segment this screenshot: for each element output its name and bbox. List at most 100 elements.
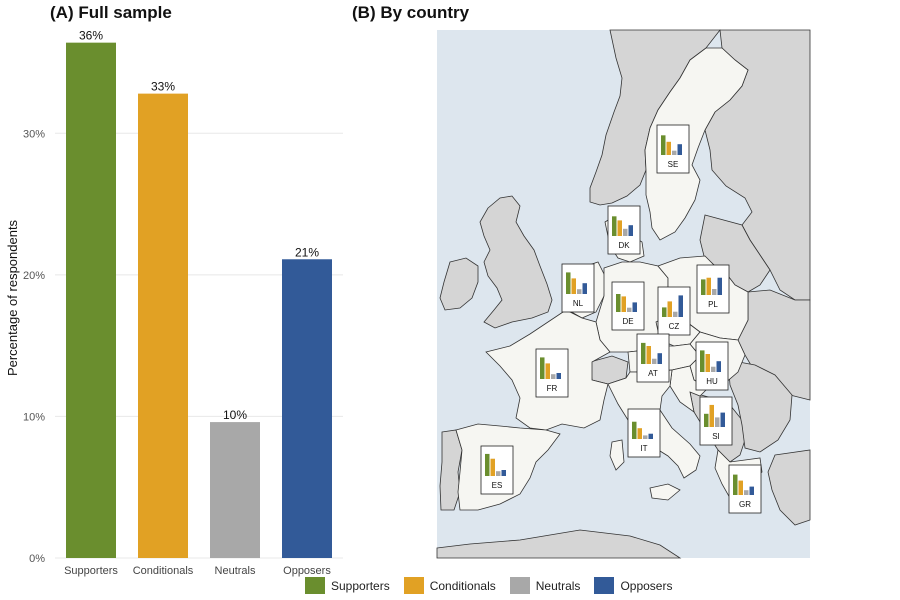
mini-chart-de: DE bbox=[611, 281, 645, 331]
legend-item-opposers: Opposers bbox=[594, 577, 672, 594]
mini-chart-label-cz: CZ bbox=[669, 322, 680, 331]
mini-bar-se-conditionals bbox=[666, 141, 671, 155]
x-tick-label-neutrals: Neutrals bbox=[215, 565, 256, 577]
land-ireland bbox=[439, 257, 479, 311]
bar-neutrals bbox=[210, 422, 260, 558]
mini-bar-cz-conditionals bbox=[667, 301, 672, 317]
mini-bar-dk-supporters bbox=[612, 216, 617, 236]
mini-chart-nl: NL bbox=[561, 263, 595, 313]
mini-chart-frame-it bbox=[627, 408, 661, 458]
mini-chart-label-fr: FR bbox=[547, 384, 558, 393]
mini-bar-dk-opposers bbox=[628, 225, 633, 236]
bar-label-opposers: 21% bbox=[295, 245, 319, 259]
mini-bar-es-supporters bbox=[485, 453, 490, 476]
mini-bar-dk-neutrals bbox=[623, 228, 628, 236]
bar-label-supporters: 36% bbox=[79, 29, 103, 43]
mini-bar-se-opposers bbox=[677, 144, 682, 155]
mini-bar-es-neutrals bbox=[496, 471, 501, 476]
mini-chart-at: AT bbox=[636, 333, 670, 383]
bar-chart-full-sample: 0% 10% 20% 30% 36% 33% 10% 21% Supporters Condi… bbox=[5, 29, 343, 577]
mini-bar-pl-neutrals bbox=[712, 289, 717, 295]
mini-bar-fr-conditionals bbox=[545, 363, 550, 379]
mini-bar-it-supporters bbox=[632, 421, 637, 439]
mini-bar-se-neutrals bbox=[672, 150, 677, 155]
panel-a-title: (A) Full sample bbox=[50, 3, 172, 22]
x-tick-label-supporters: Supporters bbox=[64, 565, 118, 577]
mini-bar-nl-conditionals bbox=[571, 278, 576, 294]
mini-bar-si-opposers bbox=[720, 412, 725, 427]
legend-swatch-neutrals bbox=[509, 577, 530, 594]
bar-supporters bbox=[66, 42, 116, 558]
legend-item-supporters: Supporters bbox=[305, 577, 390, 594]
mini-bar-pl-conditionals bbox=[706, 277, 711, 295]
mini-chart-label-at: AT bbox=[648, 369, 658, 378]
mini-chart-dk: DK bbox=[607, 205, 641, 255]
legend-label-conditionals: Conditionals bbox=[429, 578, 496, 593]
bar-conditionals bbox=[138, 93, 188, 558]
mini-bar-dk-conditionals bbox=[617, 220, 622, 236]
y-axis-ticks: 0% 10% 20% 30% bbox=[23, 128, 45, 565]
y-tick-label-10: 10% bbox=[23, 411, 45, 423]
mini-chart-label-nl: NL bbox=[573, 299, 584, 308]
mini-bar-nl-supporters bbox=[566, 272, 571, 294]
mini-chart-hu: HU bbox=[695, 341, 729, 391]
land-north-africa bbox=[436, 529, 682, 559]
legend-label-opposers: Opposers bbox=[620, 578, 673, 593]
mini-chart-cz: CZ bbox=[657, 286, 691, 336]
mini-bar-gr-opposers bbox=[749, 486, 754, 495]
mini-bar-es-conditionals bbox=[490, 458, 495, 476]
mini-bar-nl-opposers bbox=[582, 283, 587, 294]
land-turkey bbox=[767, 449, 811, 526]
mini-bar-cz-opposers bbox=[678, 295, 683, 317]
mini-chart-label-hu: HU bbox=[706, 377, 718, 386]
mini-bar-at-conditionals bbox=[646, 346, 651, 364]
mini-bar-de-conditionals bbox=[621, 296, 626, 312]
mini-bar-at-neutrals bbox=[652, 358, 657, 364]
mini-bar-se-supporters bbox=[661, 135, 666, 155]
mini-bar-fr-opposers bbox=[556, 373, 561, 379]
y-tick-label-30: 30% bbox=[23, 128, 45, 140]
y-axis-label: Percentage of respondents bbox=[5, 219, 20, 376]
mini-bar-it-neutrals bbox=[643, 435, 648, 439]
mini-bar-de-supporters bbox=[616, 294, 621, 312]
mini-chart-it: IT bbox=[627, 408, 661, 458]
legend-item-conditionals: Conditionals bbox=[403, 577, 496, 594]
mini-bar-es-opposers bbox=[501, 470, 506, 476]
bars bbox=[66, 42, 332, 558]
mini-bar-cz-supporters bbox=[662, 307, 667, 317]
mini-bar-si-conditionals bbox=[709, 404, 714, 427]
legend-item-neutrals: Neutrals bbox=[509, 577, 581, 594]
x-axis-ticks: Supporters Conditionals Neutrals Opposers bbox=[64, 565, 331, 577]
mini-bar-pl-opposers bbox=[717, 277, 722, 295]
mini-chart-label-gr: GR bbox=[739, 500, 751, 509]
legend-swatch-conditionals bbox=[403, 577, 424, 594]
mini-chart-es: ES bbox=[480, 445, 514, 495]
mini-chart-pl: PL bbox=[696, 264, 730, 314]
mini-bar-de-neutrals bbox=[627, 307, 632, 312]
mini-bar-at-opposers bbox=[657, 353, 662, 364]
map-europe: SE DK NL DE CZ PL AT HU FR IT SI ES GR bbox=[436, 29, 811, 559]
land-slovenia-croatia bbox=[669, 365, 709, 413]
bar-label-conditionals: 33% bbox=[151, 80, 175, 94]
mini-bar-fr-neutrals bbox=[551, 374, 556, 379]
mini-bar-gr-supporters bbox=[733, 474, 738, 495]
mini-bar-gr-conditionals bbox=[738, 480, 743, 495]
mini-bar-hu-neutrals bbox=[711, 366, 716, 372]
y-tick-label-0: 0% bbox=[29, 553, 45, 565]
y-tick-label-20: 20% bbox=[23, 270, 45, 282]
mini-chart-label-es: ES bbox=[492, 481, 503, 490]
land-non-focus bbox=[436, 29, 811, 559]
mini-chart-label-de: DE bbox=[622, 317, 633, 326]
x-tick-label-opposers: Opposers bbox=[283, 565, 331, 577]
mini-chart-si: SI bbox=[699, 396, 733, 446]
legend-label-neutrals: Neutrals bbox=[535, 578, 581, 593]
mini-bar-hu-opposers bbox=[716, 361, 721, 372]
mini-bar-it-conditionals bbox=[637, 428, 642, 439]
x-tick-label-conditionals: Conditionals bbox=[133, 565, 194, 577]
mini-chart-label-pl: PL bbox=[708, 300, 718, 309]
mini-bar-hu-supporters bbox=[700, 350, 705, 372]
mini-chart-gr: GR bbox=[728, 464, 762, 514]
mini-bar-it-opposers bbox=[648, 433, 653, 439]
panel-b-title: (B) By country bbox=[352, 3, 470, 22]
